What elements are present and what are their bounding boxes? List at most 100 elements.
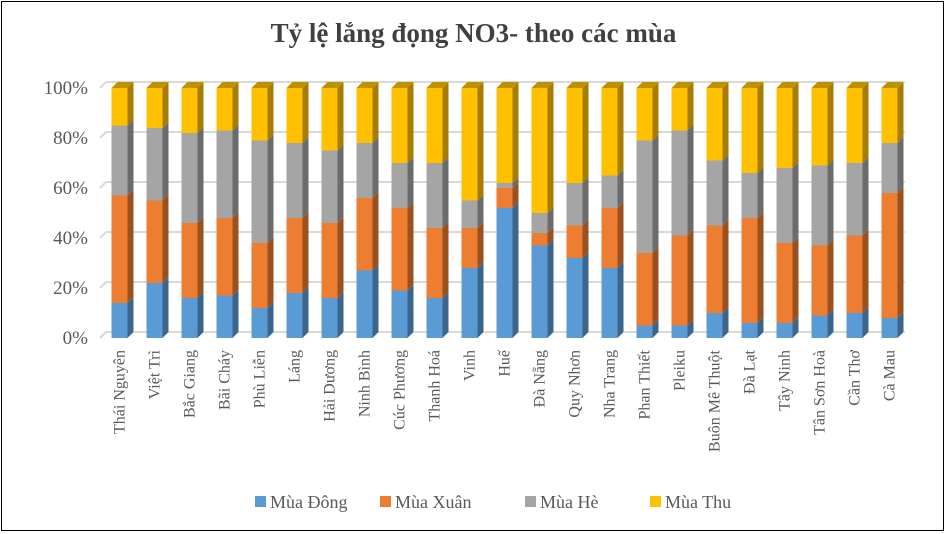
bar-side [547, 82, 554, 213]
bar-front [846, 163, 863, 236]
bar-side [232, 124, 239, 218]
gridline-depth [99, 131, 107, 139]
x-category-label: Hải Dương [322, 350, 339, 422]
bar-segment-mùa-đông [321, 292, 344, 338]
bar-front [426, 88, 443, 163]
bar-segment-mùa-hè [636, 134, 659, 253]
bar-segment-mùa-đông [216, 289, 239, 338]
bar-side [302, 287, 309, 338]
bar-side [722, 307, 729, 338]
bar-front [811, 88, 828, 166]
bar-side [827, 309, 834, 338]
bar-segment-mùa-thu [391, 82, 414, 163]
x-category-label: Nha Trang [602, 350, 619, 418]
bar-segment-mùa-đông [356, 264, 379, 338]
bar-side [687, 319, 694, 338]
bar-side [162, 82, 169, 128]
bar-segment-mùa-thu [811, 82, 834, 166]
bar-front [496, 88, 513, 183]
bar-side [757, 82, 764, 173]
bar-side [162, 122, 169, 201]
bar-front [181, 298, 198, 338]
bar-segment-mùa-xuân [461, 222, 484, 268]
bar-top [881, 82, 904, 88]
bar-segment-mùa-xuân [181, 217, 204, 298]
bar-top [181, 82, 204, 88]
bar-segment-mùa-hè [251, 134, 274, 243]
bar-segment-mùa-hè [216, 124, 239, 218]
bar-front [111, 195, 128, 303]
bar-side [582, 252, 589, 338]
bar-side [372, 137, 379, 198]
legend-swatch [380, 496, 391, 507]
x-category-label: Thái Nguyên [112, 350, 129, 434]
bar-segment-mùa-hè [461, 194, 484, 228]
bar-front [811, 315, 828, 338]
x-category-label: Việt Trì [147, 349, 164, 399]
legend-swatch [650, 496, 661, 507]
gridline-depth [99, 331, 107, 339]
bar-segment-mùa-đông [111, 297, 134, 338]
y-tick-label: 80% [53, 128, 88, 149]
x-category-label: Pleiku [672, 350, 689, 391]
bar-side [792, 317, 799, 338]
bar-segment-mùa-thu [601, 82, 624, 176]
bar-front [111, 88, 128, 126]
bar-segment-mùa-thu [636, 82, 659, 141]
bar-front [146, 128, 163, 201]
bar-segment-mùa-thu [216, 82, 239, 131]
bar-front [776, 243, 793, 323]
bar-side [337, 144, 344, 223]
bar-front [251, 308, 268, 338]
bar-segment-mùa-xuân [566, 219, 589, 258]
bar-side [512, 82, 519, 183]
bar-top [846, 82, 869, 88]
y-tick-label: 40% [53, 228, 88, 249]
bar-front [216, 130, 233, 218]
bar-front [146, 200, 163, 283]
bar-top [426, 82, 449, 88]
bar-segment-mùa-hè [181, 127, 204, 223]
bar-segment-mùa-xuân [321, 217, 344, 298]
bar-segment-mùa-thu [741, 82, 764, 173]
bar-side [197, 217, 204, 298]
y-tick-label: 20% [53, 278, 88, 299]
bar-segment-mùa-hè [706, 154, 729, 226]
bar-front [776, 88, 793, 168]
bar-front [111, 303, 128, 338]
bar-front [776, 323, 793, 338]
bar-segment-mùa-đông [671, 319, 694, 338]
bar-segment-mùa-đông [741, 317, 764, 338]
bar-side [897, 187, 904, 318]
bar-front [251, 243, 268, 308]
bar-side [547, 207, 554, 233]
bar-segment-mùa-thu [356, 82, 379, 143]
bar-side [827, 159, 834, 246]
bar-side [617, 202, 624, 268]
bar-side [617, 82, 624, 176]
bar-front [636, 88, 653, 141]
bar-segment-mùa-đông [706, 307, 729, 338]
bar-front [846, 313, 863, 338]
bar-side [757, 212, 764, 323]
x-category-label: Bãi Cháy [217, 350, 234, 410]
bar-front [496, 183, 513, 188]
bar-segment-mùa-hè [426, 157, 449, 228]
bar-side [267, 302, 274, 338]
x-category-label: Láng [287, 350, 304, 383]
bar-side [442, 222, 449, 298]
bar-segment-mùa-đông [846, 307, 869, 338]
x-category-label: Huế [497, 349, 514, 377]
bar-front [776, 168, 793, 243]
bar-top [391, 82, 414, 88]
bar-side [127, 297, 134, 338]
bar-segment-mùa-hè [111, 119, 134, 196]
bar-side [372, 192, 379, 271]
bar-front [286, 218, 303, 293]
bar-segment-mùa-đông [601, 262, 624, 338]
bar-top [321, 82, 344, 88]
bar-side [407, 284, 414, 338]
bar-side [862, 157, 869, 236]
bar-front [216, 218, 233, 296]
